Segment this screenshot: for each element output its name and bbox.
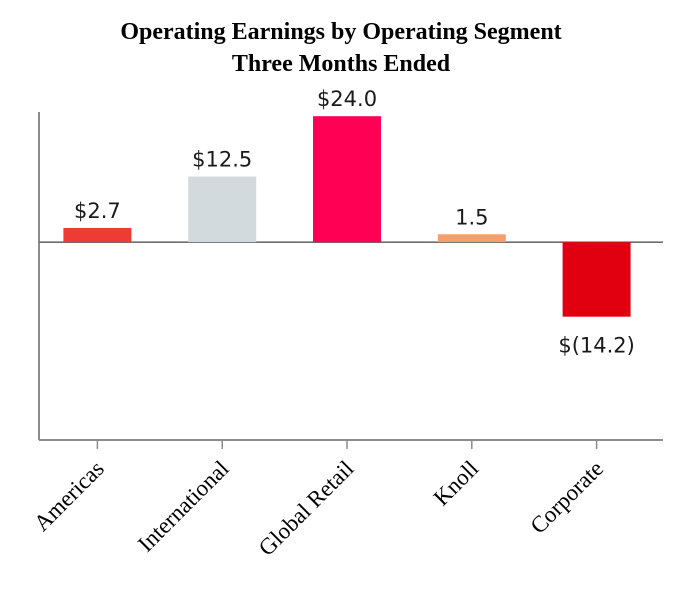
x-tick-label: Global Retail bbox=[254, 456, 359, 561]
bar-international bbox=[188, 176, 257, 243]
chart-subtitle: Three Months Ended bbox=[231, 51, 451, 77]
chart-category-labels: Americas International Global Retail Knoll C… bbox=[29, 456, 608, 561]
chart-bars bbox=[63, 116, 631, 317]
bar-global-retail bbox=[313, 116, 381, 243]
x-tick-label: Americas bbox=[29, 456, 109, 536]
chart-title: Operating Earnings by Operating Segment bbox=[120, 19, 562, 45]
x-tick-label: Knoll bbox=[429, 456, 484, 511]
x-tick-label: Corporate bbox=[525, 456, 608, 539]
data-label: 1.5 bbox=[455, 205, 488, 229]
chart-value-labels: $2.7 $12.5 $24.0 1.5 $(14.2) bbox=[74, 87, 635, 357]
bar-americas bbox=[63, 227, 132, 243]
chart-title-block: Operating Earnings by Operating Segment … bbox=[0, 16, 682, 80]
bar-knoll bbox=[437, 234, 506, 243]
data-label: $2.7 bbox=[74, 199, 121, 223]
x-tick-label: International bbox=[133, 456, 234, 557]
data-label: $24.0 bbox=[317, 87, 377, 111]
data-label: $(14.2) bbox=[558, 334, 635, 358]
data-label: $12.5 bbox=[192, 148, 252, 172]
bar-corporate bbox=[562, 242, 631, 317]
